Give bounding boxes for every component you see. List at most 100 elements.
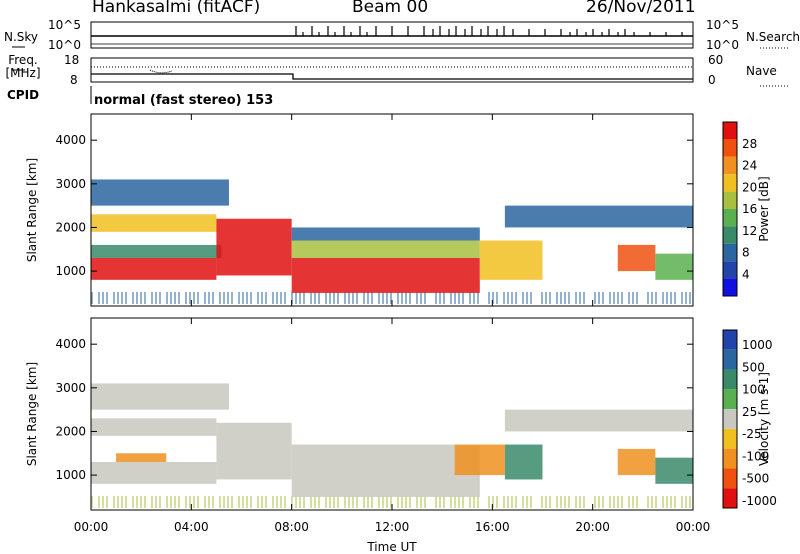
near-range-speckle <box>197 496 199 508</box>
near-range-speckle <box>212 496 214 508</box>
near-range-speckle <box>416 496 418 508</box>
freq-line <box>91 73 693 80</box>
near-range-speckle <box>549 496 551 508</box>
near-range-speckle <box>617 292 619 304</box>
near-range-speckle <box>121 292 123 304</box>
x-tick-label: 20:00 <box>575 520 610 534</box>
colorbar-cell <box>723 389 737 410</box>
near-range-speckle <box>496 496 498 508</box>
near-range-speckle <box>469 496 471 508</box>
scatter-band <box>91 258 217 280</box>
near-range-speckle <box>541 496 543 508</box>
near-range-speckle <box>613 292 615 304</box>
near-range-speckle <box>662 496 664 508</box>
freq-label: Freq. [MHz] <box>5 53 41 80</box>
near-range-speckle <box>386 292 388 304</box>
nave-tick-top: 60 <box>708 53 724 67</box>
near-range-speckle <box>401 292 403 304</box>
near-range-speckle <box>602 292 604 304</box>
scatter-band <box>91 418 217 436</box>
near-range-speckle <box>337 292 339 304</box>
near-range-speckle <box>91 496 93 508</box>
near-range-speckle <box>689 496 691 508</box>
near-range-speckle <box>568 496 570 508</box>
near-range-speckle <box>382 292 384 304</box>
near-range-speckle <box>170 496 172 508</box>
near-range-speckle <box>329 292 331 304</box>
near-range-speckle <box>405 496 407 508</box>
near-range-speckle <box>223 292 225 304</box>
near-range-speckle <box>628 292 630 304</box>
near-range-speckle <box>284 292 286 304</box>
near-range-speckle <box>208 496 210 508</box>
near-range-speckle <box>496 292 498 304</box>
colorbar-label: Power [dB] <box>757 176 771 241</box>
colorbar-tick-label: 20 <box>742 180 757 194</box>
near-range-speckle <box>106 292 108 304</box>
near-range-speckle <box>98 292 100 304</box>
near-range-speckle <box>318 292 320 304</box>
near-range-speckle <box>144 292 146 304</box>
near-range-speckle <box>371 496 373 508</box>
colorbar-cell <box>723 369 737 390</box>
near-range-speckle <box>575 292 577 304</box>
near-range-speckle <box>507 292 509 304</box>
near-range-speckle <box>435 292 437 304</box>
near-range-speckle <box>329 496 331 508</box>
near-range-speckle <box>670 496 672 508</box>
near-range-speckle <box>280 292 282 304</box>
scatter-band <box>617 448 656 476</box>
near-range-speckle <box>348 496 350 508</box>
near-range-speckle <box>598 292 600 304</box>
near-range-speckle <box>352 496 354 508</box>
near-range-speckle <box>579 292 581 304</box>
colorbar-tick-label: -25 <box>742 427 762 441</box>
near-range-speckle <box>450 292 452 304</box>
near-range-speckle <box>212 292 214 304</box>
near-range-speckle <box>363 496 365 508</box>
near-range-speckle <box>568 292 570 304</box>
near-range-speckle <box>424 496 426 508</box>
near-range-speckle <box>337 496 339 508</box>
near-range-speckle <box>681 496 683 508</box>
near-range-speckle <box>522 292 524 304</box>
near-range-speckle <box>522 496 524 508</box>
near-range-speckle <box>310 496 312 508</box>
near-range-speckle <box>280 496 282 508</box>
near-range-speckle <box>166 292 168 304</box>
near-range-speckle <box>621 496 623 508</box>
near-range-speckle <box>515 496 517 508</box>
near-range-speckle <box>178 292 180 304</box>
near-range-speckle <box>117 292 119 304</box>
near-range-speckle <box>662 292 664 304</box>
near-range-speckle <box>231 496 233 508</box>
scatter-band <box>617 244 656 272</box>
near-range-speckle <box>238 496 240 508</box>
near-range-speckle <box>674 496 676 508</box>
near-range-speckle <box>549 292 551 304</box>
near-range-speckle <box>492 496 494 508</box>
scatter-band <box>504 205 693 228</box>
near-range-speckle <box>178 496 180 508</box>
near-range-speckle <box>102 292 104 304</box>
power-panel <box>90 113 738 307</box>
colorbar-cell <box>723 174 737 192</box>
near-range-speckle <box>344 496 346 508</box>
near-range-speckle <box>303 292 305 304</box>
nsky-label: N.Sky <box>4 30 39 44</box>
near-range-speckle <box>272 292 274 304</box>
near-range-speckle <box>545 292 547 304</box>
colorbar-cell <box>723 261 737 279</box>
colorbar-cell <box>723 278 737 296</box>
colorbar-cell <box>723 448 737 469</box>
near-range-speckle <box>155 292 157 304</box>
near-range-speckle <box>647 496 649 508</box>
near-range-speckle <box>454 496 456 508</box>
nave-label: Nave <box>746 64 777 78</box>
near-range-speckle <box>125 496 127 508</box>
near-range-speckle <box>632 496 634 508</box>
cpid-mode: normal (fast stereo) 153 <box>94 93 274 108</box>
near-range-speckle <box>348 292 350 304</box>
near-range-speckle <box>197 292 199 304</box>
near-range-speckle <box>356 292 358 304</box>
